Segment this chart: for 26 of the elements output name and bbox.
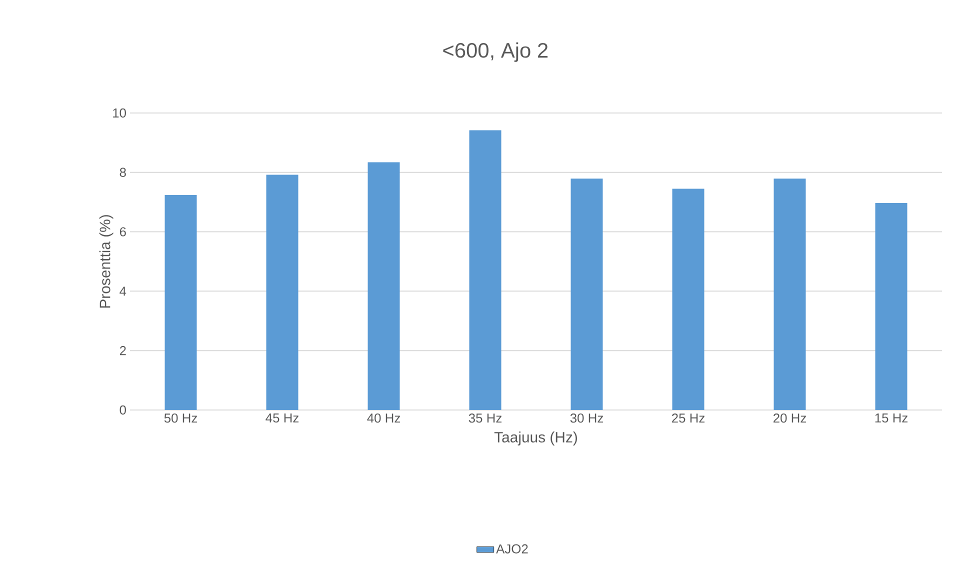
x-tick-label: 20 Hz: [773, 414, 806, 423]
bar: [368, 162, 400, 410]
x-tick-label: 40 Hz: [367, 414, 400, 423]
x-tick-label: 30 Hz: [570, 414, 604, 423]
legend-label: AJO2: [496, 544, 528, 554]
y-tick-label: 8: [120, 168, 126, 177]
bar: [875, 202, 908, 410]
bar: [469, 130, 502, 410]
y-tick-label: 4: [120, 286, 126, 296]
y-tick-label: 0: [120, 405, 126, 415]
x-tick-label: 25 Hz: [672, 414, 705, 423]
x-tick-label: 45 Hz: [266, 414, 299, 423]
bar: [164, 194, 197, 410]
y-tick-label: 2: [120, 346, 126, 356]
bar: [266, 174, 298, 410]
bar: [672, 188, 704, 410]
bar: [774, 178, 806, 410]
x-axis-title: Taajuus (Hz): [494, 432, 577, 446]
x-tick-label: 15 Hz: [875, 414, 908, 423]
y-tick-label: 6: [120, 227, 126, 236]
bar: [570, 178, 603, 410]
y-tick-label: 10: [113, 108, 126, 118]
x-tick-label: 50 Hz: [164, 414, 198, 423]
y-axis-title: Prosenttia (%): [99, 215, 114, 308]
x-tick-label: 35 Hz: [468, 414, 502, 423]
chart-title: <600, Ajo 2: [443, 42, 548, 62]
